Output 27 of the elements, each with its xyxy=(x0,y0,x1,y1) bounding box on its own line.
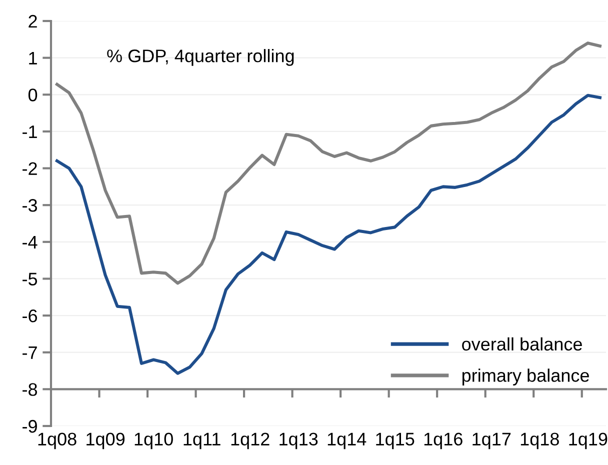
x-tick-label: 1q11 xyxy=(184,432,220,450)
x-tick-label: 1q09 xyxy=(86,432,125,450)
x-tick-label: 1q12 xyxy=(231,432,270,450)
x-tick-label: 1q17 xyxy=(472,432,511,450)
x-tick-label: 1q16 xyxy=(424,432,462,450)
y-tick-label: -3 xyxy=(22,199,38,212)
y-tick-label: -5 xyxy=(22,272,38,286)
y-tick-label: -8 xyxy=(22,383,38,396)
y-tick-label: -1 xyxy=(22,126,37,138)
x-tick-label: 1q19 xyxy=(569,432,608,450)
x-tick-label: 1q10 xyxy=(134,432,173,450)
y-tick-label: 0 xyxy=(28,88,38,102)
legend-label: primary balance xyxy=(462,368,589,386)
x-tick-label: 1q18 xyxy=(520,432,559,450)
x-tick-label: 1q14 xyxy=(328,432,366,450)
y-tick-label: -9 xyxy=(22,420,37,433)
x-tick-label: 1q13 xyxy=(280,432,318,450)
y-tick-label: -6 xyxy=(22,309,38,322)
legend-label: overall balance xyxy=(462,337,582,351)
y-tick-label: 1 xyxy=(29,52,37,64)
annotation: % GDP, 4quarter rolling xyxy=(107,49,294,66)
y-tick-label: 2 xyxy=(28,14,37,28)
y-tick-label: -4 xyxy=(22,236,38,248)
y-tick-label: -2 xyxy=(22,162,37,175)
y-tick-label: -7 xyxy=(22,346,37,359)
x-tick-label: 1q08 xyxy=(38,432,76,450)
x-tick-label: 1q15 xyxy=(376,432,414,450)
